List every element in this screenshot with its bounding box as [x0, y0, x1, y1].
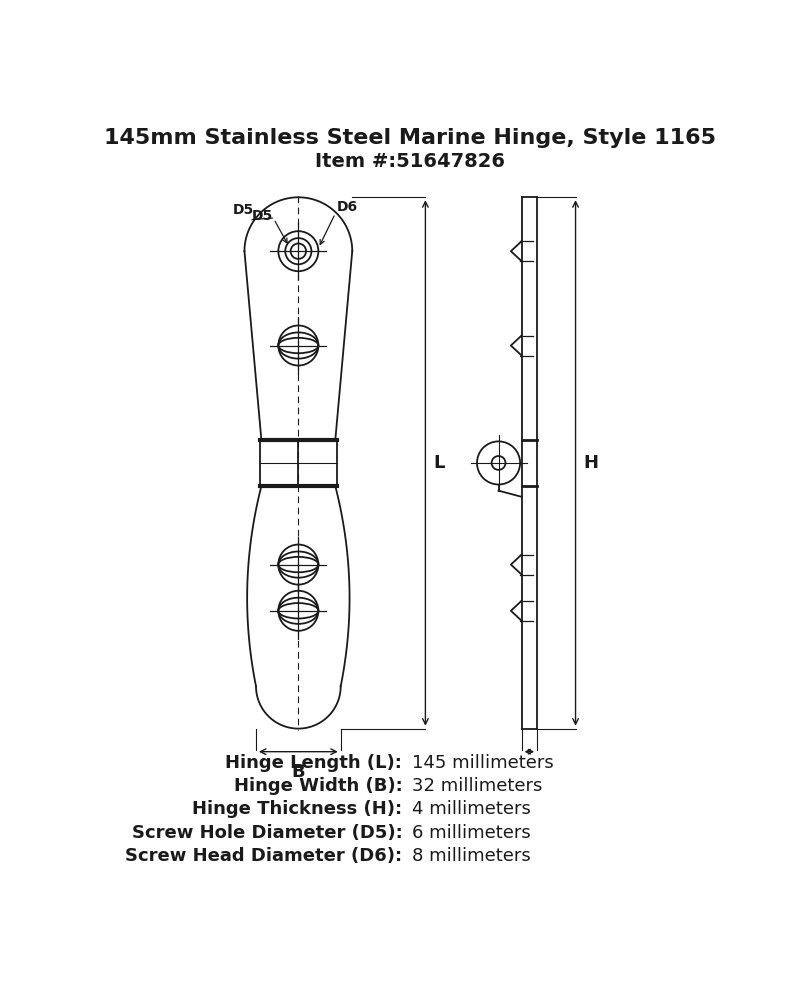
Text: D6: D6 [337, 200, 358, 214]
Text: 6 millimeters: 6 millimeters [411, 824, 530, 842]
Text: Hinge Length (L):: Hinge Length (L): [226, 754, 402, 772]
Text: D5: D5 [252, 209, 274, 223]
Text: 145 millimeters: 145 millimeters [411, 754, 554, 772]
Text: 4 millimeters: 4 millimeters [411, 801, 530, 819]
Text: 8 millimeters: 8 millimeters [411, 847, 530, 865]
Text: Hinge Thickness (H):: Hinge Thickness (H): [192, 801, 402, 819]
Text: Screw Head Diameter (D6):: Screw Head Diameter (D6): [125, 847, 402, 865]
Text: Hinge Width (B):: Hinge Width (B): [234, 777, 402, 796]
Text: 32 millimeters: 32 millimeters [411, 777, 542, 796]
Text: 145mm Stainless Steel Marine Hinge, Style 1165: 145mm Stainless Steel Marine Hinge, Styl… [104, 128, 716, 148]
Text: L: L [433, 454, 445, 472]
Text: B: B [291, 763, 305, 781]
Text: Item #:51647826: Item #:51647826 [315, 151, 505, 170]
Text: Screw Hole Diameter (D5):: Screw Hole Diameter (D5): [131, 824, 402, 842]
Text: D5: D5 [233, 203, 254, 217]
Text: H: H [583, 454, 598, 472]
